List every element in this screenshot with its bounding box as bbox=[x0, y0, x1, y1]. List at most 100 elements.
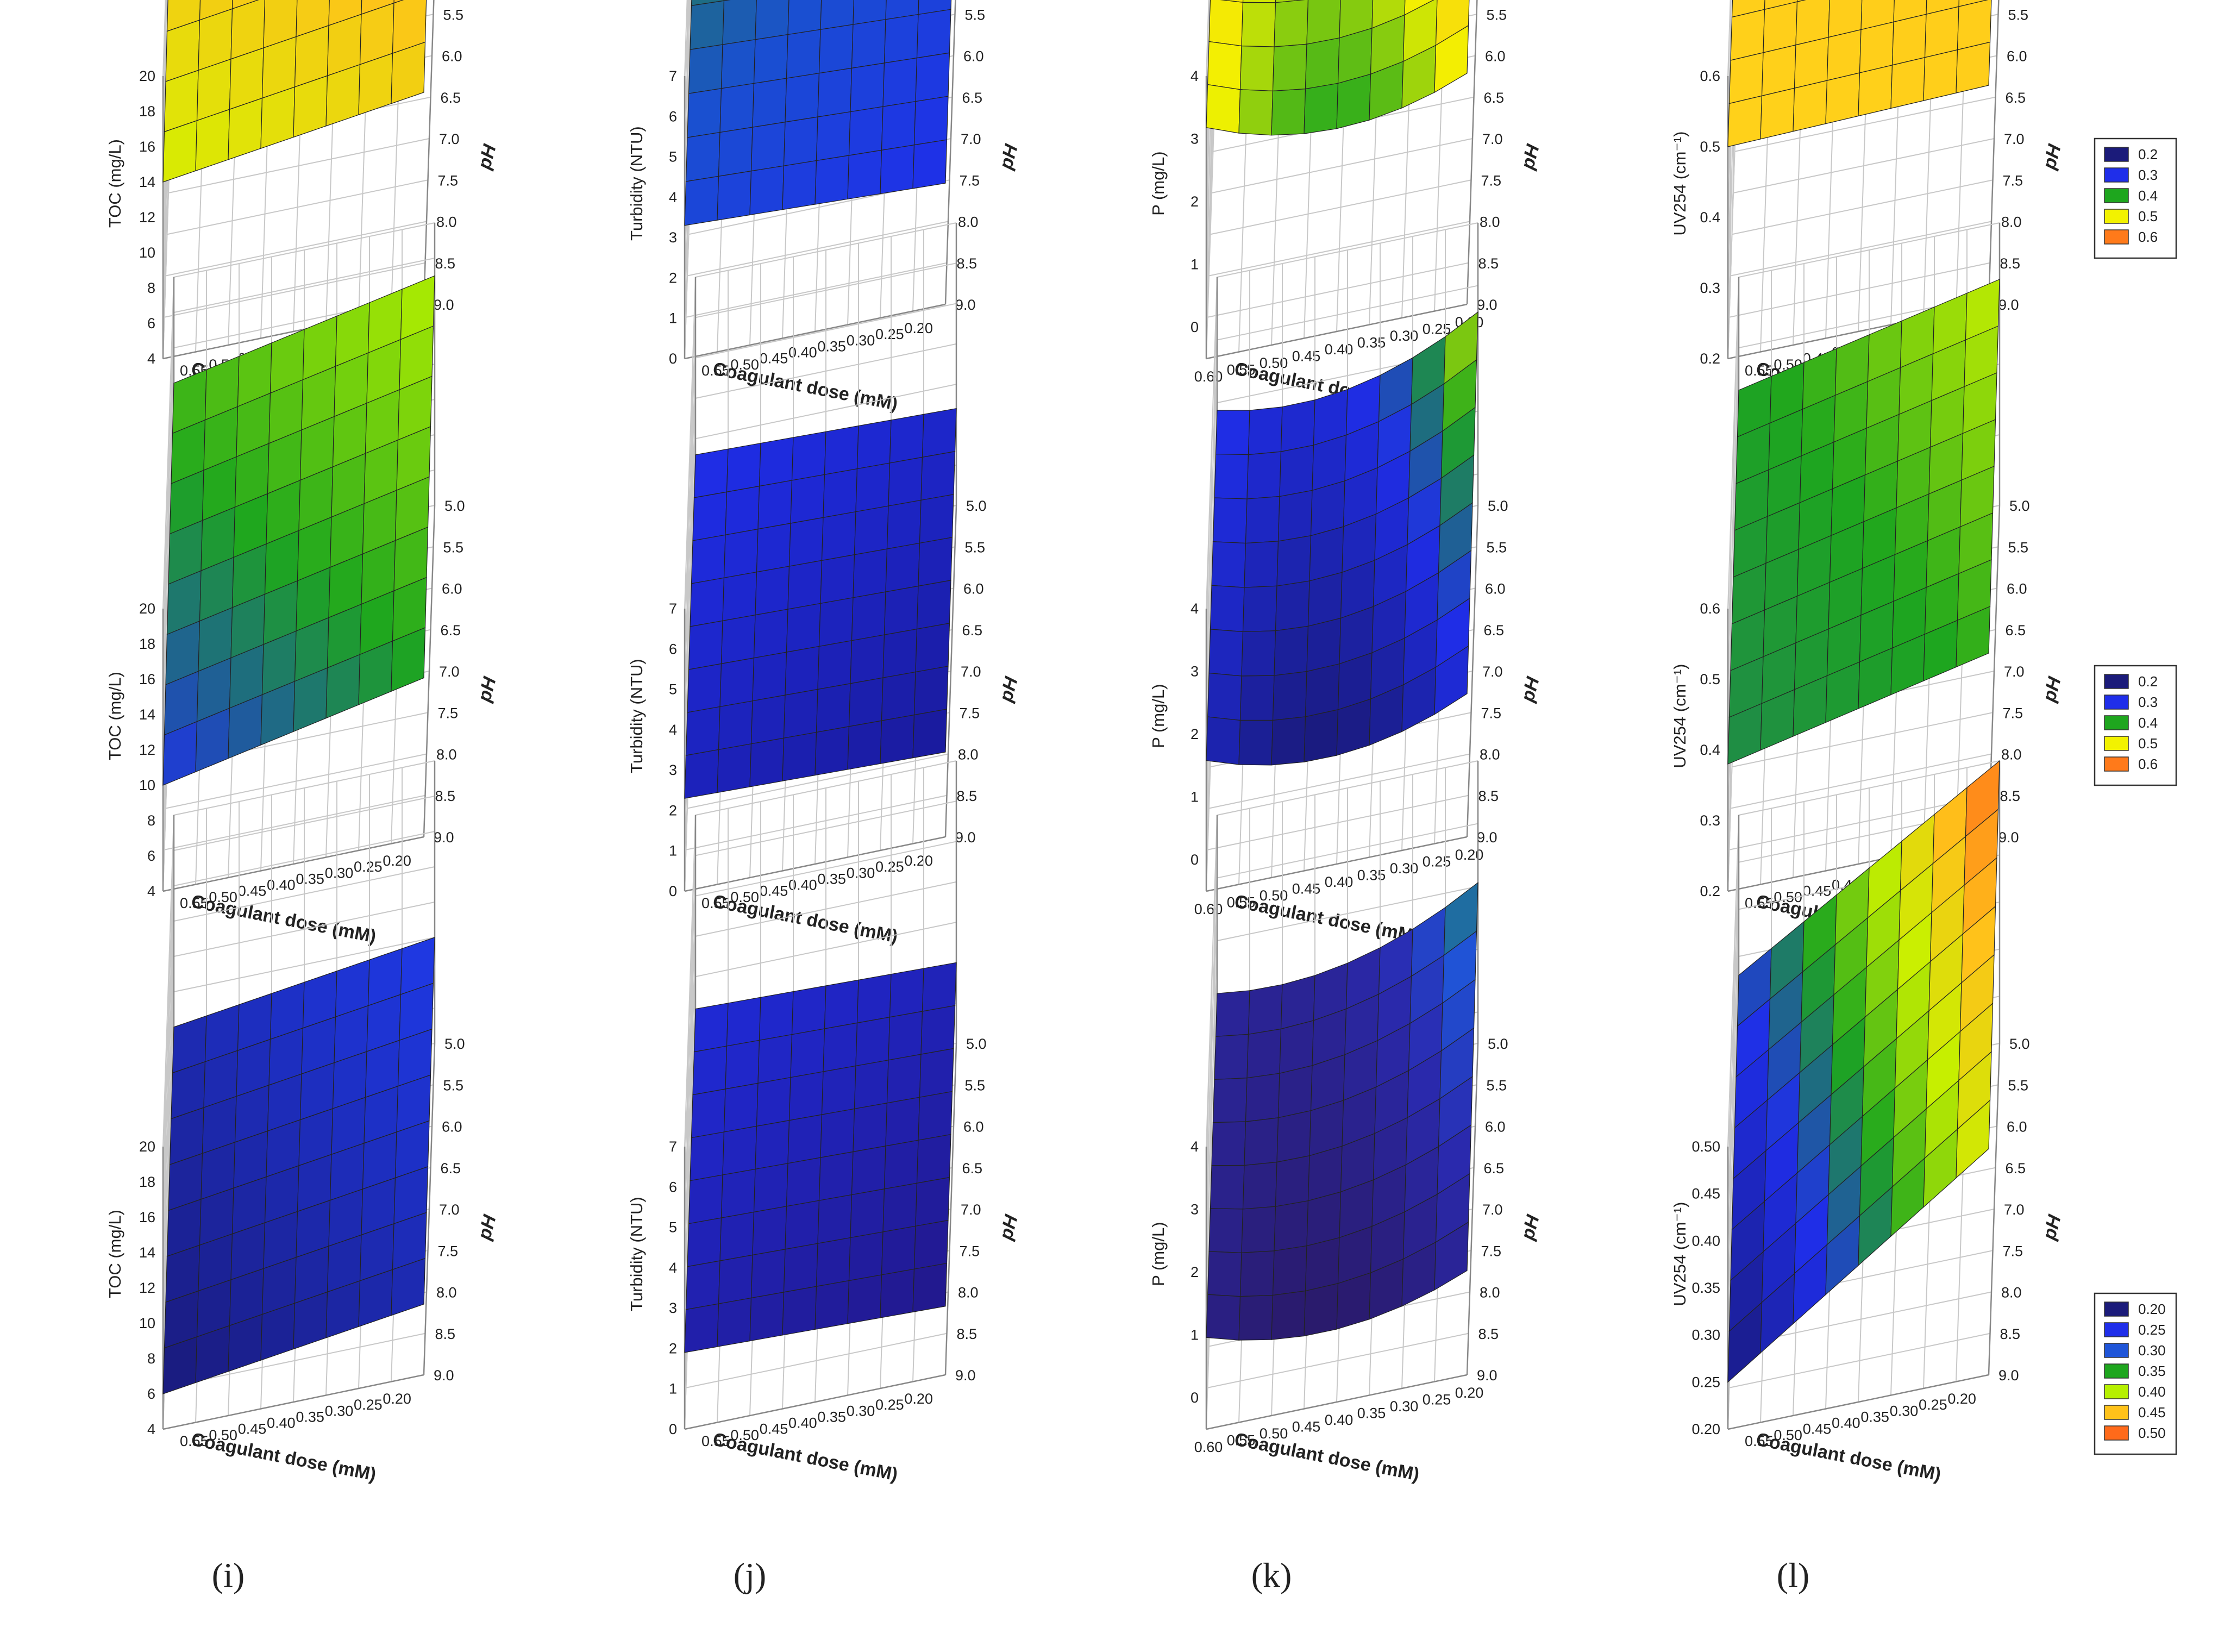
z-tick-label: 10 bbox=[139, 245, 155, 261]
surface-cell bbox=[1276, 535, 1312, 587]
surface-cell bbox=[850, 62, 885, 112]
z-tick-label: 14 bbox=[139, 1244, 155, 1261]
y-tick-label: 9.0 bbox=[434, 297, 454, 313]
y-axis-label: pH bbox=[995, 1212, 1022, 1242]
legend-swatch bbox=[2104, 1405, 2129, 1420]
surface-cell bbox=[915, 1177, 950, 1227]
legend-swatch bbox=[2104, 736, 2129, 751]
z-tick-label: 10 bbox=[139, 777, 155, 793]
surface-cell bbox=[919, 1048, 954, 1098]
surface-cell bbox=[1275, 1155, 1310, 1207]
grid-line bbox=[1730, 221, 1992, 277]
surface-cell bbox=[915, 52, 950, 102]
x-tick-label: 0.40 bbox=[788, 345, 817, 361]
y-tick-label: 6.0 bbox=[1485, 48, 1506, 65]
surface-cell bbox=[783, 1243, 818, 1293]
x-tick-label: 0.45 bbox=[238, 1421, 267, 1437]
frame-edge bbox=[423, 505, 436, 837]
z-tick-label: 0.3 bbox=[1700, 812, 1720, 829]
legend-label: 0.5 bbox=[2138, 208, 2158, 224]
legend-swatch bbox=[2104, 756, 2129, 772]
legend-swatch bbox=[2104, 229, 2129, 245]
z-tick-label: 6 bbox=[669, 641, 677, 657]
surface-cell bbox=[1238, 719, 1274, 766]
surface-cell bbox=[1924, 6, 1959, 58]
surface-cell bbox=[690, 0, 725, 50]
y-tick-label: 9.0 bbox=[955, 829, 976, 846]
surface-cell bbox=[688, 44, 723, 94]
y-tick-label: 8.5 bbox=[435, 788, 456, 804]
y-tick-label: 7.0 bbox=[2004, 1202, 2025, 1218]
x-tick-label: 0.45 bbox=[1803, 1421, 1832, 1437]
surface-cell bbox=[1211, 541, 1246, 588]
y-tick-label: 5.0 bbox=[1488, 498, 1508, 514]
surface-cell bbox=[814, 726, 850, 776]
surface-cell bbox=[1208, 0, 1244, 47]
panel-label: (l) bbox=[1777, 1556, 1809, 1594]
y-tick-label: 9.0 bbox=[955, 1367, 976, 1384]
y-tick-label: 6.5 bbox=[1484, 90, 1505, 106]
surface-cell bbox=[1859, 21, 1894, 73]
x-tick-label: 0.25 bbox=[1919, 1397, 1947, 1413]
y-tick-label: 7.5 bbox=[1481, 172, 1502, 189]
surface-cell bbox=[851, 591, 886, 641]
z-tick-label: 1 bbox=[1191, 789, 1199, 805]
x-tick-label: 0.45 bbox=[238, 883, 267, 899]
z-tick-label: 5 bbox=[669, 1219, 677, 1236]
y-tick-label: 5.5 bbox=[965, 539, 986, 555]
z-axis-label: UV254 (cm⁻¹) bbox=[1670, 132, 1689, 236]
z-axis-label: TOC (mg/L) bbox=[105, 672, 124, 760]
legend-label: 0.45 bbox=[2138, 1404, 2166, 1421]
surface-cell bbox=[820, 554, 855, 604]
surface bbox=[1206, 311, 1478, 766]
surface-cell bbox=[757, 1034, 793, 1084]
z-axis-label: Turbidity (NTU) bbox=[627, 659, 646, 773]
y-axis-label: pH bbox=[2039, 141, 2065, 172]
z-tick-label: 12 bbox=[139, 1280, 155, 1296]
surface-cell bbox=[820, 1108, 855, 1158]
z-tick-label: 20 bbox=[139, 68, 155, 84]
surface-cell bbox=[1212, 497, 1248, 544]
surface-cell bbox=[1208, 1208, 1244, 1253]
frame-edge bbox=[1988, 0, 2000, 305]
surface-cell bbox=[1210, 585, 1245, 633]
frame-edge bbox=[944, 1043, 957, 1375]
y-tick-label: 7.5 bbox=[438, 172, 459, 189]
x-tick-label: 0.50 bbox=[1260, 887, 1288, 904]
surface-cell bbox=[1793, 80, 1828, 132]
y-tick-label: 6.0 bbox=[1485, 581, 1506, 597]
x-tick-label: 0.20 bbox=[904, 320, 933, 336]
surface-cell bbox=[1279, 445, 1314, 497]
y-tick-label: 7.5 bbox=[438, 705, 459, 721]
surface-cell bbox=[755, 0, 790, 40]
legend-label: 0.4 bbox=[2138, 187, 2158, 204]
surface-cell bbox=[880, 1268, 915, 1318]
x-tick-label: 0.45 bbox=[760, 1421, 788, 1437]
y-tick-label: 5.0 bbox=[1488, 1036, 1508, 1052]
surface-cell bbox=[722, 0, 757, 45]
y-tick-label: 7.0 bbox=[2004, 664, 2025, 680]
z-tick-label: 0.5 bbox=[1700, 139, 1720, 155]
y-tick-label: 6.5 bbox=[441, 90, 461, 106]
surface-cell bbox=[884, 1140, 919, 1190]
x-tick-label: 0.40 bbox=[788, 877, 817, 893]
surface-cell bbox=[684, 749, 719, 799]
x-tick-label: 0.40 bbox=[267, 877, 296, 893]
x-tick-label: 0.35 bbox=[296, 1409, 324, 1425]
surface-cell bbox=[687, 1217, 722, 1267]
z-tick-label: 18 bbox=[139, 103, 155, 120]
y-tick-label: 6.5 bbox=[2006, 90, 2026, 106]
x-tick-label: 0.50 bbox=[1774, 1427, 1802, 1443]
surface-cell bbox=[391, 41, 426, 104]
panel-label: (j) bbox=[734, 1556, 766, 1594]
z-tick-label: 1 bbox=[669, 310, 677, 327]
legend-swatch bbox=[2104, 715, 2129, 730]
y-tick-label: 6.0 bbox=[442, 48, 462, 65]
frame-edge bbox=[1466, 0, 1478, 305]
x-tick-label: 0.30 bbox=[325, 1403, 354, 1419]
z-tick-label: 5 bbox=[669, 149, 677, 165]
surface-cell bbox=[850, 634, 885, 684]
surface-cell bbox=[1277, 1065, 1313, 1118]
